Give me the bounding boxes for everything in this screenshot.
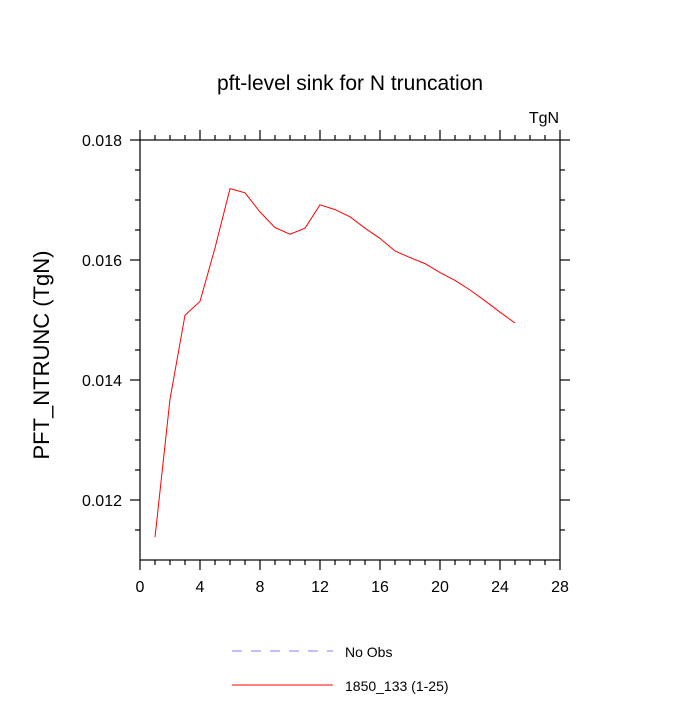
x-tick-label: 12 <box>311 579 329 596</box>
y-axis-label: PFT_NTRUNC (TgN) <box>29 251 54 460</box>
legend: No Obs 1850_133 (1-25) <box>232 644 449 694</box>
x-tick-label: 0 <box>136 579 145 596</box>
x-tick-label: 16 <box>371 579 389 596</box>
plot-series <box>154 187 516 538</box>
x-tick-label: 8 <box>256 579 265 596</box>
chart-title: pft-level sink for N truncation <box>217 72 483 95</box>
axis-ticks <box>130 130 570 570</box>
series-line <box>154 187 516 538</box>
legend-label: No Obs <box>345 644 392 660</box>
x-tick-label: 20 <box>431 579 449 596</box>
x-tick-label: 24 <box>491 579 509 596</box>
units-label: TgN <box>529 110 559 127</box>
plot-frame <box>139 139 561 561</box>
legend-label: 1850_133 (1-25) <box>345 678 449 694</box>
x-tick-label: 4 <box>196 579 205 596</box>
tick-labels: 0 4 8 12 16 20 24 28 0.012 0.014 0.016 0.018 <box>82 133 569 596</box>
x-tick-label: 28 <box>551 579 569 596</box>
y-tick-label: 0.016 <box>82 253 122 270</box>
y-tick-label: 0.014 <box>82 373 122 390</box>
y-tick-label: 0.018 <box>82 133 122 150</box>
y-tick-label: 0.012 <box>82 493 122 510</box>
